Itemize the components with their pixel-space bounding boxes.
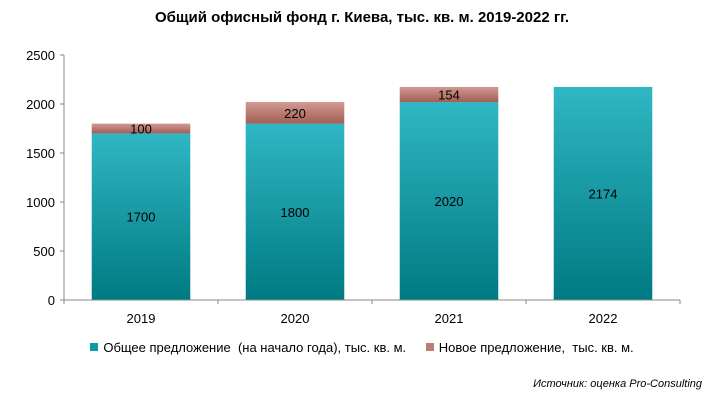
- source-note: Источник: оценка Pro-Consulting: [533, 378, 702, 390]
- chart-legend: Общее предложение (на начало года), тыс.…: [0, 340, 724, 355]
- bar-new-supply-2021: [399, 86, 499, 103]
- data-label-new-supply-2020: 220: [284, 106, 306, 121]
- bar-new-supply-2019: [91, 123, 191, 134]
- bar-total-supply-2019: [91, 133, 191, 300]
- data-label-new-supply-2019: 100: [130, 122, 152, 137]
- legend-item-new-supply: Новое предложение, тыс. кв. м.: [425, 340, 634, 355]
- y-tick-label: 1000: [26, 195, 55, 210]
- legend-label-new-supply: Новое предложение, тыс. кв. м.: [438, 340, 634, 355]
- legend-swatch-total-supply: [90, 343, 99, 351]
- bar-total-supply-2020: [245, 123, 345, 300]
- legend-label-total-supply: Общее предложение (на начало года), тыс.…: [103, 340, 407, 355]
- bar-total-supply-2021: [399, 102, 499, 300]
- data-label-total-supply-2021: 2020: [435, 194, 464, 209]
- data-label-new-supply-2021: 154: [438, 87, 460, 102]
- y-tick-label: 2500: [26, 48, 55, 63]
- chart-title: Общий офисный фонд г. Киева, тыс. кв. м.…: [154, 9, 570, 26]
- legend-swatch-new-supply: [425, 343, 434, 351]
- x-tick-label: 2019: [127, 311, 156, 326]
- y-tick-label: 1500: [26, 146, 55, 161]
- data-label-total-supply-2020: 1800: [281, 205, 310, 220]
- x-tick-label: 2021: [435, 311, 464, 326]
- data-label-total-supply-2019: 1700: [127, 210, 156, 225]
- legend-item-total-supply: Общее предложение (на начало года), тыс.…: [90, 340, 406, 355]
- x-tick-label: 2020: [281, 311, 310, 326]
- y-tick-label: 0: [48, 293, 55, 308]
- bar-total-supply-2022: [553, 86, 653, 300]
- y-tick-label: 2000: [26, 97, 55, 112]
- y-tick-label: 500: [33, 244, 55, 259]
- x-tick-label: 2022: [589, 311, 618, 326]
- bar-new-supply-2020: [245, 102, 345, 124]
- data-label-total-supply-2022: 2174: [589, 186, 618, 201]
